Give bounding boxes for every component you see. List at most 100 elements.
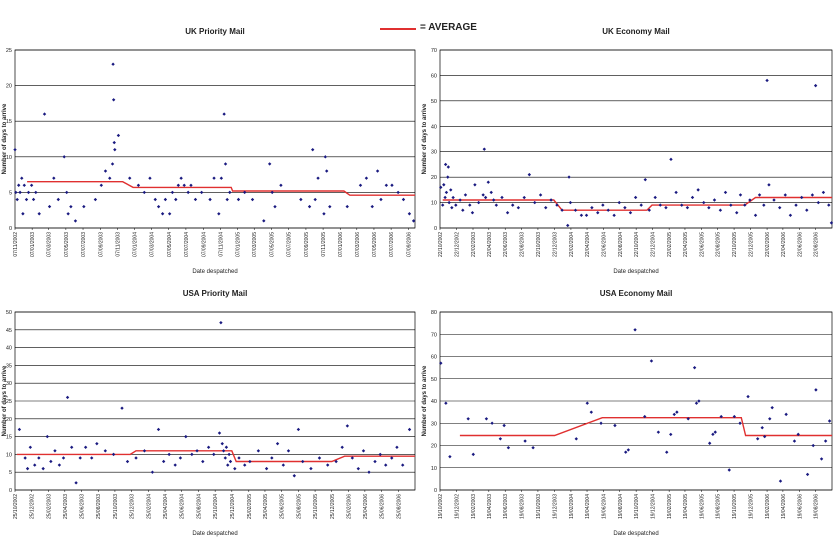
x-tick-label: 07/11/2004 <box>218 232 224 257</box>
x-tick-label: 25/02/2003 <box>47 494 53 519</box>
data-point <box>623 205 627 210</box>
x-tick-label: 25/06/2004 <box>180 494 186 519</box>
data-point <box>20 176 24 180</box>
data-point <box>746 394 750 399</box>
x-tick-label: 07/05/2005 <box>269 232 275 257</box>
data-point <box>794 203 798 207</box>
x-tick-label: 25/10/2004 <box>213 494 219 519</box>
data-point <box>447 200 451 205</box>
data-point <box>364 176 369 180</box>
data-point <box>227 452 231 457</box>
data-point <box>190 452 194 457</box>
data-point <box>111 62 115 66</box>
data-point <box>325 463 330 467</box>
data-point <box>324 169 329 173</box>
y-tick-label: 60 <box>431 355 437 361</box>
x-tick-label: 22/12/2002 <box>454 232 460 257</box>
data-point <box>379 197 383 202</box>
x-tick-label: 22/02/2003 <box>471 232 477 257</box>
x-tick-label: 22/02/2006 <box>765 232 771 257</box>
x-axis-label: Date despatched <box>613 531 658 537</box>
x-tick-label: 19/12/2002 <box>454 494 460 519</box>
data-point <box>500 195 504 200</box>
data-point <box>601 203 605 207</box>
data-point <box>805 472 810 477</box>
data-point <box>179 176 183 180</box>
data-point <box>712 198 717 202</box>
data-point <box>805 208 809 212</box>
data-point <box>223 162 228 166</box>
y-tick-label: 0 <box>434 226 437 232</box>
data-point <box>160 212 165 216</box>
data-point <box>489 190 493 195</box>
x-tick-label: 22/04/2005 <box>683 232 689 257</box>
data-point <box>738 421 742 425</box>
data-point <box>340 445 344 449</box>
data-point <box>313 197 317 202</box>
data-point <box>463 193 468 197</box>
data-point <box>686 417 690 421</box>
y-tick-label: 40 <box>431 399 437 405</box>
data-point <box>37 212 41 216</box>
data-point <box>765 78 769 83</box>
data-point <box>62 155 66 159</box>
x-tick-label: 22/08/2006 <box>814 232 820 257</box>
y-tick-label: 20 <box>6 84 12 90</box>
data-point <box>65 190 69 195</box>
data-point <box>74 481 78 485</box>
data-point <box>95 441 99 446</box>
x-tick-label: 07/05/2003 <box>64 232 70 257</box>
data-point <box>173 463 177 467</box>
x-tick-label: 19/08/2006 <box>814 494 820 519</box>
data-point <box>161 459 166 464</box>
x-tick-label: 22/08/2005 <box>716 232 722 257</box>
data-point <box>65 395 70 400</box>
x-tick-label: 25/08/2006 <box>396 494 402 519</box>
data-point <box>299 197 303 202</box>
data-point <box>356 466 360 471</box>
data-point <box>33 463 37 467</box>
x-tick-label: 07/03/2003 <box>47 232 53 257</box>
data-point <box>473 183 477 187</box>
chart-panel-1: UK Priority Mail 0 5 10 15 20 25 Number of days… <box>2 27 416 275</box>
data-point <box>443 195 447 200</box>
data-point <box>792 439 797 443</box>
data-point <box>112 140 116 145</box>
data-point <box>770 405 774 410</box>
data-point <box>25 466 30 471</box>
data-point <box>490 421 494 425</box>
y-axis-label: Number of days to arrive <box>422 365 428 436</box>
data-point <box>225 197 229 202</box>
x-tick-label: 22/06/2003 <box>503 232 509 257</box>
y-tick-label: 5 <box>9 190 12 196</box>
x-tick-label: 25/10/2002 <box>13 494 19 519</box>
data-point <box>334 459 338 464</box>
data-point <box>589 410 593 414</box>
y-tick-label: 15 <box>6 435 12 441</box>
data-point <box>664 205 668 210</box>
x-tick-label: 19/02/2003 <box>471 494 477 519</box>
x-tick-label: 19/02/2005 <box>667 494 673 519</box>
x-tick-label: 25/08/2005 <box>296 494 302 519</box>
x-tick-label: 07/09/2005 <box>304 232 310 257</box>
data-point <box>311 147 315 152</box>
data-point <box>370 204 374 209</box>
data-point <box>784 412 788 417</box>
x-tick-label: 25/04/2005 <box>263 494 269 519</box>
data-point <box>208 197 212 202</box>
x-tick-label: 22/10/2002 <box>438 232 444 257</box>
data-point <box>690 195 695 200</box>
data-point <box>707 441 712 445</box>
data-point <box>206 445 211 449</box>
data-point <box>760 426 764 430</box>
data-point <box>767 183 771 187</box>
x-tick-label: 19/06/2003 <box>503 494 509 519</box>
data-point <box>167 452 171 457</box>
x-tick-label: 19/06/2005 <box>699 494 705 519</box>
data-point <box>727 468 731 472</box>
y-tick-label: 35 <box>6 363 12 369</box>
data-point <box>672 412 676 417</box>
data-point <box>527 172 532 177</box>
x-tick-label: 22/06/2005 <box>699 232 705 257</box>
data-point <box>813 83 818 88</box>
